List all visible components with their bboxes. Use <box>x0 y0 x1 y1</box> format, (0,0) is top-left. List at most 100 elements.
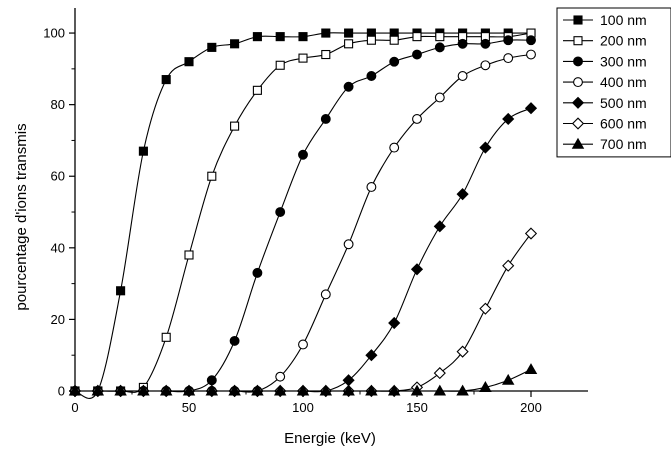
data-point <box>230 121 240 131</box>
data-point <box>344 39 354 49</box>
data-point <box>319 384 333 396</box>
data-point <box>205 384 219 396</box>
data-point <box>91 384 105 396</box>
data-point <box>480 38 491 49</box>
data-point <box>137 384 150 396</box>
data-point <box>320 114 331 124</box>
y-axis-title: pourcentage d'ions transmis <box>13 123 30 310</box>
legend-marker <box>573 56 583 67</box>
data-point <box>228 384 241 396</box>
data-point <box>116 286 126 296</box>
data-point <box>206 375 217 386</box>
y-tick-label: 100 <box>43 26 65 41</box>
x-tick-label: 50 <box>182 400 196 415</box>
data-point <box>275 371 286 382</box>
y-tick-label: 80 <box>51 97 65 112</box>
data-point <box>229 335 240 346</box>
legend-label: 200 nm <box>600 33 647 49</box>
legend-marker <box>573 15 583 25</box>
legend-label: 700 nm <box>600 136 647 152</box>
data-point <box>321 28 331 38</box>
x-tick-label: 100 <box>292 400 314 415</box>
data-point <box>344 28 354 38</box>
data-point <box>456 345 469 358</box>
data-point <box>503 35 514 46</box>
legend-marker <box>571 137 585 149</box>
data-point <box>114 384 127 396</box>
data-point <box>298 32 308 42</box>
data-point <box>298 339 308 350</box>
data-point <box>456 188 469 201</box>
data-point <box>320 289 331 300</box>
data-point <box>502 259 515 272</box>
data-point <box>502 112 515 126</box>
data-point <box>161 332 171 342</box>
data-point <box>275 32 285 42</box>
data-point <box>251 384 264 396</box>
data-point <box>434 92 445 103</box>
data-point <box>252 32 262 42</box>
data-point <box>526 35 536 46</box>
data-point <box>184 250 194 260</box>
data-point <box>207 171 217 181</box>
legend-marker <box>573 77 583 88</box>
data-point <box>389 142 400 153</box>
data-point <box>366 182 377 192</box>
data-point <box>230 39 240 49</box>
data-point <box>184 57 194 67</box>
x-axis-title: Energie (keV) <box>284 430 376 447</box>
legend-label: 600 nm <box>600 116 647 132</box>
data-point <box>343 81 354 92</box>
data-point <box>298 53 308 63</box>
data-point <box>524 227 538 240</box>
data-point <box>526 49 536 60</box>
data-point <box>457 71 468 81</box>
legend-label: 400 nm <box>600 74 647 90</box>
series-markers <box>68 28 538 398</box>
data-point <box>207 42 217 52</box>
data-point <box>457 38 468 49</box>
legend-box <box>556 7 671 158</box>
data-point <box>275 60 285 70</box>
data-point <box>365 384 378 396</box>
data-point <box>159 384 173 396</box>
data-point <box>435 32 445 42</box>
x-axis-ticks: 0 50 100 150 200 <box>71 391 542 415</box>
y-axis-ticks: 0 20 40 60 80 100 <box>43 26 75 399</box>
data-point <box>388 316 401 330</box>
data-point <box>138 146 148 156</box>
data-point <box>524 102 538 115</box>
data-point <box>252 267 263 278</box>
legend-marker <box>571 117 585 130</box>
x-tick-label: 150 <box>406 400 428 415</box>
legend-label: 100 nm <box>600 12 647 28</box>
data-point <box>480 60 491 71</box>
y-tick-label: 60 <box>51 169 65 184</box>
data-point <box>273 384 287 396</box>
data-point <box>366 71 377 81</box>
data-point <box>479 141 492 154</box>
data-point <box>412 32 422 42</box>
data-point <box>412 114 422 124</box>
data-point <box>501 373 515 385</box>
data-point <box>412 49 422 60</box>
series-line-6 <box>75 233 532 392</box>
data-point <box>434 42 445 53</box>
series-line-1 <box>74 32 531 399</box>
data-point <box>342 384 355 396</box>
data-point <box>433 384 447 396</box>
axes: 0 50 100 150 200 0 20 40 60 80 100 <box>43 8 588 415</box>
legend-marker <box>573 36 583 46</box>
data-point <box>252 85 262 95</box>
data-point <box>503 53 514 64</box>
data-point <box>161 75 171 85</box>
legend-marker <box>571 96 585 109</box>
data-point <box>387 384 401 396</box>
data-point <box>365 349 378 362</box>
y-tick-label: 40 <box>51 240 65 255</box>
data-point <box>298 149 308 160</box>
legend: 100 nm 200 nm 300 nm 400 nm 500 nm 600 nm 700 … <box>556 7 671 158</box>
data-point <box>343 239 354 250</box>
data-point <box>321 49 331 60</box>
data-point <box>275 207 286 217</box>
